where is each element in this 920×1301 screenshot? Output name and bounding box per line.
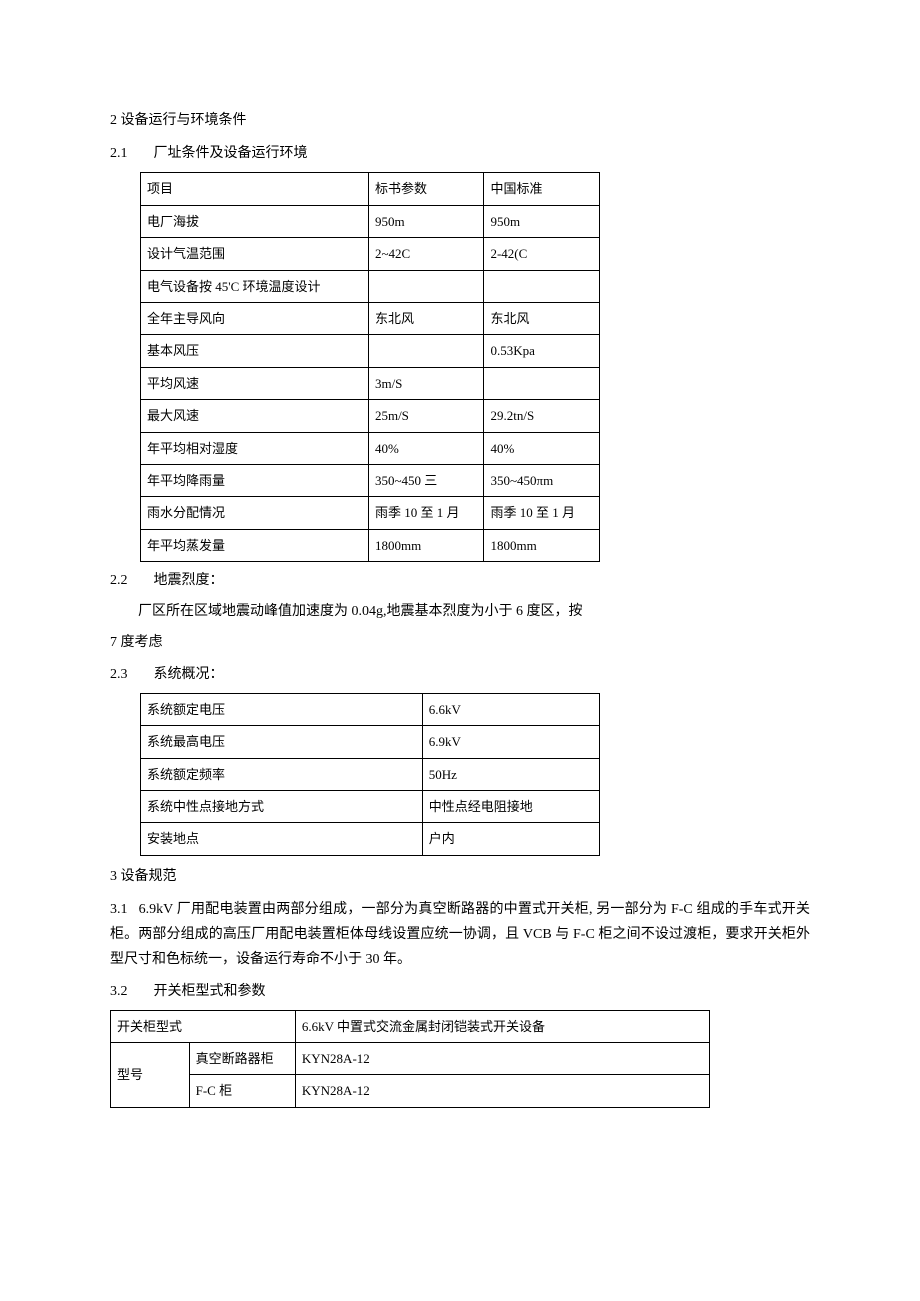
cell: 50Hz <box>422 758 599 790</box>
cell: 950m <box>484 205 600 237</box>
cell <box>368 270 484 302</box>
table-site-conditions: 项目标书参数中国标准电厂海拔950m950m设计气温范围2~42C2-42(C电… <box>140 172 600 562</box>
table-row: 系统额定电压6.6kV <box>141 693 600 725</box>
cell: 系统中性点接地方式 <box>141 790 423 822</box>
section-2-3-heading: 2.3 系统概况： <box>110 662 810 687</box>
cell: 350~450πm <box>484 464 600 496</box>
cell: 最大风速 <box>141 400 369 432</box>
cell: 系统最高电压 <box>141 726 423 758</box>
section-2-2-body-2: 7 度考虑 <box>110 630 810 655</box>
section-3-1-body: 3.1 6.9kV 厂用配电装置由两部分组成，一部分为真空断路器的中置式开关柜,… <box>110 897 810 973</box>
section-2-1-num: 2.1 <box>110 141 150 166</box>
cell: F-C 柜 <box>189 1075 295 1107</box>
table-row: 电气设备按 45'C 环境温度设计 <box>141 270 600 302</box>
table-row: 雨水分配情况雨季 10 至 1 月雨季 10 至 1 月 <box>141 497 600 529</box>
table-row: 年平均蒸发量1800mm1800mm <box>141 529 600 561</box>
section-3-title: 3 设备规范 <box>110 864 810 889</box>
cell: 950m <box>368 205 484 237</box>
cell: 雨水分配情况 <box>141 497 369 529</box>
cell: 户内 <box>422 823 599 855</box>
table-row: 年平均降雨量350~450 三350~450πm <box>141 464 600 496</box>
table-row: F-C 柜 KYN28A-12 <box>111 1075 710 1107</box>
cell: 1800mm <box>484 529 600 561</box>
cell: 中国标准 <box>484 173 600 205</box>
table-row: 系统最高电压6.9kV <box>141 726 600 758</box>
cell: 3m/S <box>368 367 484 399</box>
cell: 开关柜型式 <box>111 1010 296 1042</box>
cell: 基本风压 <box>141 335 369 367</box>
cell: 设计气温范围 <box>141 238 369 270</box>
cell: 平均风速 <box>141 367 369 399</box>
table-row: 年平均相对湿度40%40% <box>141 432 600 464</box>
cell: 系统额定电压 <box>141 693 423 725</box>
section-2-1-title: 厂址条件及设备运行环境 <box>154 146 308 161</box>
cell <box>368 335 484 367</box>
table-row: 全年主导风向东北风东北风 <box>141 302 600 334</box>
cell: 雨季 10 至 1 月 <box>368 497 484 529</box>
section-2-3-num: 2.3 <box>110 662 150 687</box>
cell: 标书参数 <box>368 173 484 205</box>
cell: 6.6kV <box>422 693 599 725</box>
cell: 系统额定频率 <box>141 758 423 790</box>
cell: 29.2tn/S <box>484 400 600 432</box>
cell: 40% <box>484 432 600 464</box>
cell: 全年主导风向 <box>141 302 369 334</box>
table-row: 电厂海拔950m950m <box>141 205 600 237</box>
cell: 350~450 三 <box>368 464 484 496</box>
cell: 6.9kV <box>422 726 599 758</box>
table-row: 系统额定频率50Hz <box>141 758 600 790</box>
table-row: 型号 真空断路器柜 KYN28A-12 <box>111 1043 710 1075</box>
cell <box>484 367 600 399</box>
cell: 年平均降雨量 <box>141 464 369 496</box>
cell: KYN28A-12 <box>295 1043 709 1075</box>
table-switchgear-spec: 开关柜型式 6.6kV 中置式交流金属封闭铠装式开关设备 型号 真空断路器柜 K… <box>110 1010 710 1108</box>
section-3-2-title: 开关柜型式和参数 <box>154 984 266 999</box>
cell <box>484 270 600 302</box>
cell: 年平均蒸发量 <box>141 529 369 561</box>
section-2-title: 2 设备运行与环境条件 <box>110 108 810 133</box>
table-row: 设计气温范围2~42C2-42(C <box>141 238 600 270</box>
cell: 东北风 <box>368 302 484 334</box>
table-system-overview: 系统额定电压6.6kV系统最高电压6.9kV系统额定频率50Hz系统中性点接地方… <box>140 693 600 856</box>
cell: 40% <box>368 432 484 464</box>
section-2-2-body-1: 厂区所在区域地震动峰值加速度为 0.04g,地震基本烈度为小于 6 度区，按 <box>110 599 810 624</box>
section-3-2-heading: 3.2 开关柜型式和参数 <box>110 979 810 1004</box>
section-2-1-heading: 2.1 厂址条件及设备运行环境 <box>110 141 810 166</box>
cell: 真空断路器柜 <box>189 1043 295 1075</box>
cell: 1800mm <box>368 529 484 561</box>
cell: 年平均相对湿度 <box>141 432 369 464</box>
cell: 项目 <box>141 173 369 205</box>
section-3-1-num: 3.1 <box>110 902 128 917</box>
section-3-1-text: 6.9kV 厂用配电装置由两部分组成，一部分为真空断路器的中置式开关柜, 另一部… <box>110 902 810 967</box>
cell: 2-42(C <box>484 238 600 270</box>
cell: 电气设备按 45'C 环境温度设计 <box>141 270 369 302</box>
table-row: 平均风速3m/S <box>141 367 600 399</box>
section-2-3-title: 系统概况： <box>154 667 224 682</box>
section-2-2-num: 2.2 <box>110 568 150 593</box>
cell: 型号 <box>111 1043 190 1108</box>
cell: 安装地点 <box>141 823 423 855</box>
section-2-2-title: 地震烈度： <box>154 573 224 588</box>
cell: 25m/S <box>368 400 484 432</box>
cell: 0.53Kpa <box>484 335 600 367</box>
cell: 中性点经电阻接地 <box>422 790 599 822</box>
section-2-2-heading: 2.2 地震烈度： <box>110 568 810 593</box>
table-row: 基本风压 0.53Kpa <box>141 335 600 367</box>
table-row: 最大风速25m/S29.2tn/S <box>141 400 600 432</box>
cell: 6.6kV 中置式交流金属封闭铠装式开关设备 <box>295 1010 709 1042</box>
section-3-2-num: 3.2 <box>110 979 150 1004</box>
table-row: 项目标书参数中国标准 <box>141 173 600 205</box>
cell: 雨季 10 至 1 月 <box>484 497 600 529</box>
table-row: 开关柜型式 6.6kV 中置式交流金属封闭铠装式开关设备 <box>111 1010 710 1042</box>
cell: 东北风 <box>484 302 600 334</box>
cell: 2~42C <box>368 238 484 270</box>
cell: KYN28A-12 <box>295 1075 709 1107</box>
table-row: 系统中性点接地方式中性点经电阻接地 <box>141 790 600 822</box>
cell: 电厂海拔 <box>141 205 369 237</box>
table-row: 安装地点户内 <box>141 823 600 855</box>
